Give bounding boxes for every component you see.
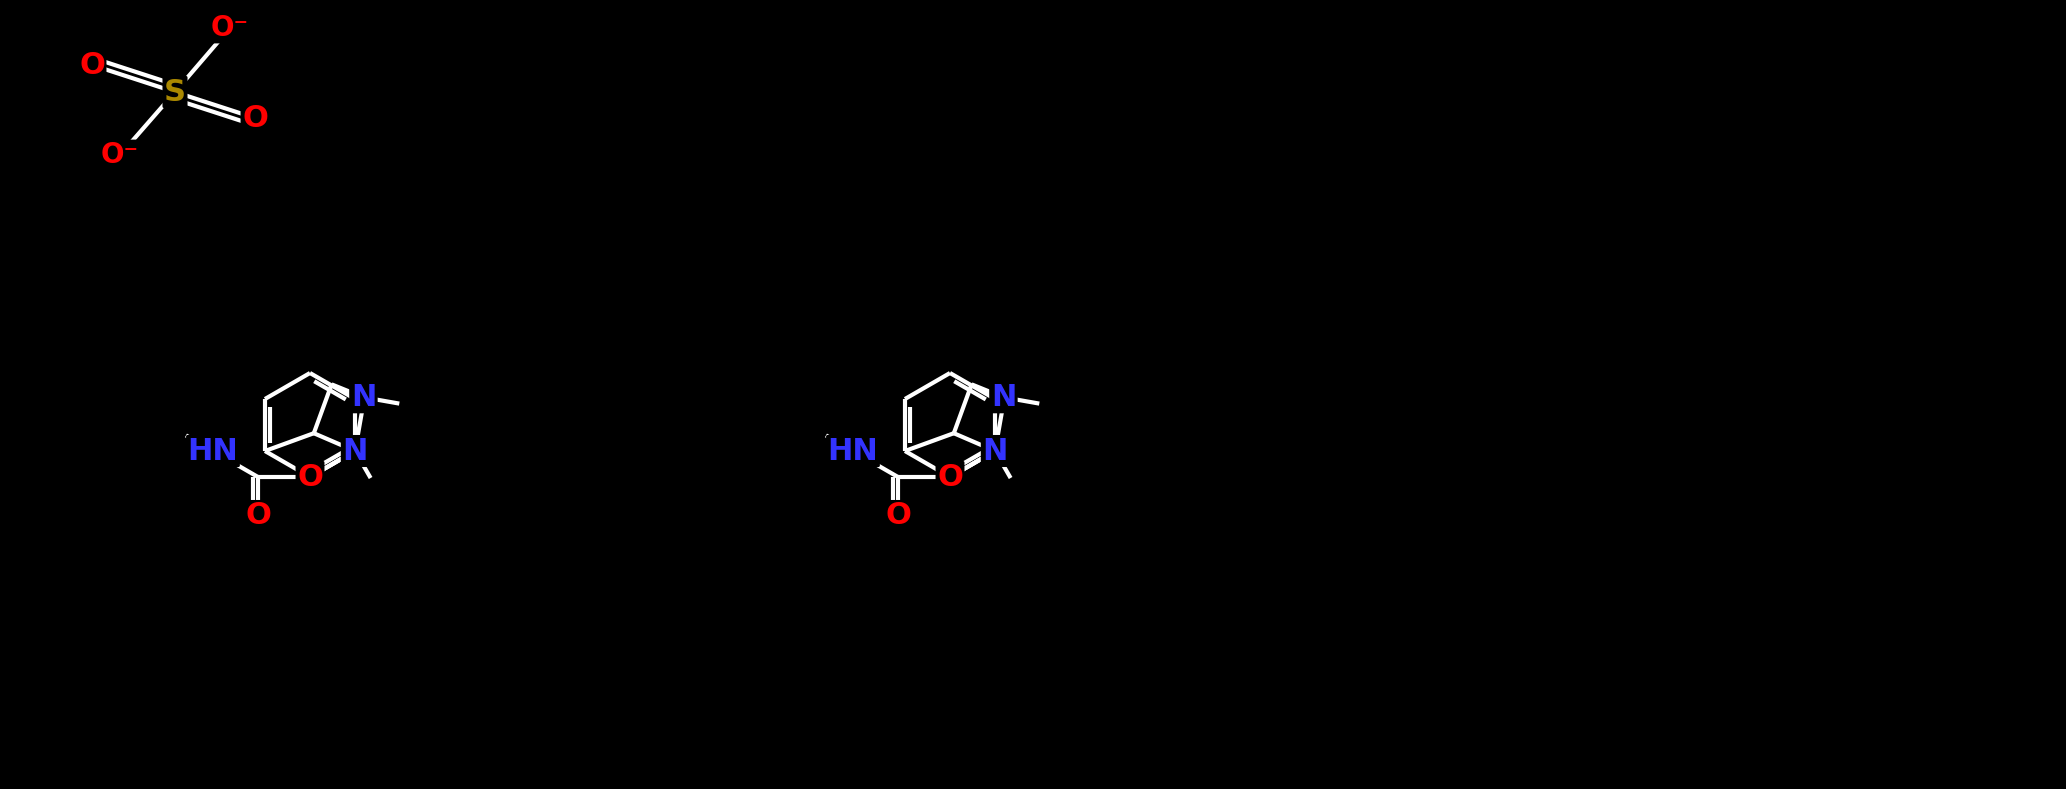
Text: N: N	[981, 436, 1008, 466]
Text: O: O	[242, 103, 269, 133]
Text: N: N	[992, 383, 1016, 412]
Text: O⁻: O⁻	[101, 141, 138, 169]
Text: O⁻: O⁻	[211, 14, 250, 42]
Text: O: O	[298, 462, 322, 492]
Text: HN: HN	[188, 436, 238, 466]
Text: S: S	[163, 77, 186, 107]
Text: O: O	[246, 502, 271, 530]
Text: O: O	[884, 502, 911, 530]
Text: O: O	[938, 462, 963, 492]
Text: N: N	[343, 436, 368, 466]
Text: N: N	[351, 383, 376, 412]
Text: HN: HN	[828, 436, 878, 466]
Text: O: O	[79, 50, 105, 80]
